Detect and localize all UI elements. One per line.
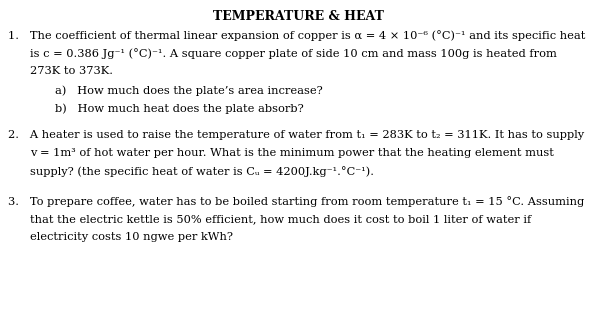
Text: 2.   A heater is used to raise the temperature of water from t₁ = 283K to t₂ = 3: 2. A heater is used to raise the tempera… [8,130,584,140]
Text: a)   How much does the plate’s area increase?: a) How much does the plate’s area increa… [55,85,323,95]
Text: 3.   To prepare coffee, water has to be boiled starting from room temperature t₁: 3. To prepare coffee, water has to be bo… [8,196,584,207]
Text: 1.   The coefficient of thermal linear expansion of copper is α = 4 × 10⁻⁶ (°C)⁻: 1. The coefficient of thermal linear exp… [8,30,585,41]
Text: 273K to 373K.: 273K to 373K. [30,66,113,76]
Text: that the electric kettle is 50% efficient, how much does it cost to boil 1 liter: that the electric kettle is 50% efficien… [30,214,531,224]
Text: is c = 0.386 Jg⁻¹ (°C)⁻¹. A square copper plate of side 10 cm and mass 100g is h: is c = 0.386 Jg⁻¹ (°C)⁻¹. A square coppe… [30,48,557,59]
Text: b)   How much heat does the plate absorb?: b) How much heat does the plate absorb? [55,103,304,113]
Text: supply? (the specific heat of water is Cᵤ = 4200J.kg⁻¹.°C⁻¹).: supply? (the specific heat of water is C… [30,166,374,177]
Text: v = 1m³ of hot water per hour. What is the minimum power that the heating elemen: v = 1m³ of hot water per hour. What is t… [30,148,554,158]
Text: TEMPERATURE & HEAT: TEMPERATURE & HEAT [213,10,383,23]
Text: electricity costs 10 ngwe per kWh?: electricity costs 10 ngwe per kWh? [30,232,233,242]
